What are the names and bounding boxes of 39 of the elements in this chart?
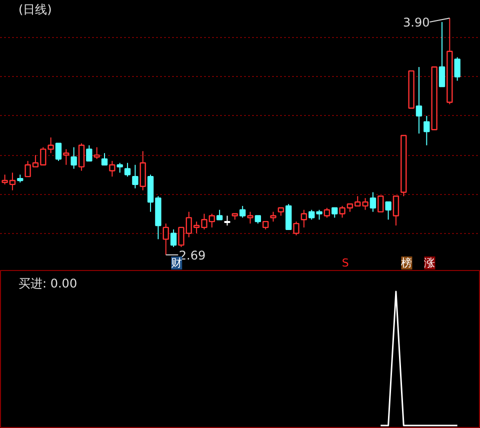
annotation: 财 — [171, 256, 182, 270]
candlestick — [270, 211, 276, 222]
chart-title: 买进: 0.00 — [18, 276, 78, 290]
candlestick — [454, 56, 460, 82]
annotation: 3.90 — [403, 16, 430, 30]
candlestick — [239, 205, 246, 218]
annotation: 涨 — [424, 256, 436, 270]
candlestick — [416, 66, 422, 134]
candlestick — [78, 142, 85, 172]
candlestick — [216, 209, 223, 220]
candlestick — [385, 201, 392, 220]
candlestick — [293, 221, 300, 236]
candlestick — [247, 211, 254, 224]
candlestick — [124, 162, 131, 178]
candlestick — [392, 196, 400, 226]
annotation: 榜 — [401, 256, 412, 270]
candlestick — [140, 150, 146, 191]
chart-title: (日线) — [18, 2, 52, 16]
candlestick — [424, 115, 430, 146]
candlestick — [332, 207, 338, 218]
candlestick — [224, 215, 230, 226]
candlestick — [378, 196, 384, 212]
candlestick — [324, 207, 330, 218]
candlestick — [116, 162, 123, 174]
candlestick — [101, 152, 108, 166]
candlestick — [438, 22, 446, 88]
candlestick — [55, 142, 62, 162]
candlestick — [94, 146, 100, 160]
candlestick — [285, 203, 292, 230]
candlestick — [300, 209, 308, 228]
candlestick — [63, 148, 70, 166]
candlestick — [86, 144, 92, 162]
candlestick — [70, 146, 77, 170]
candlestick — [170, 228, 177, 248]
candlestick — [132, 164, 138, 189]
annotation: S — [342, 256, 349, 270]
candlestick — [370, 192, 376, 212]
candlestick — [162, 223, 169, 256]
candlestick — [109, 160, 116, 178]
